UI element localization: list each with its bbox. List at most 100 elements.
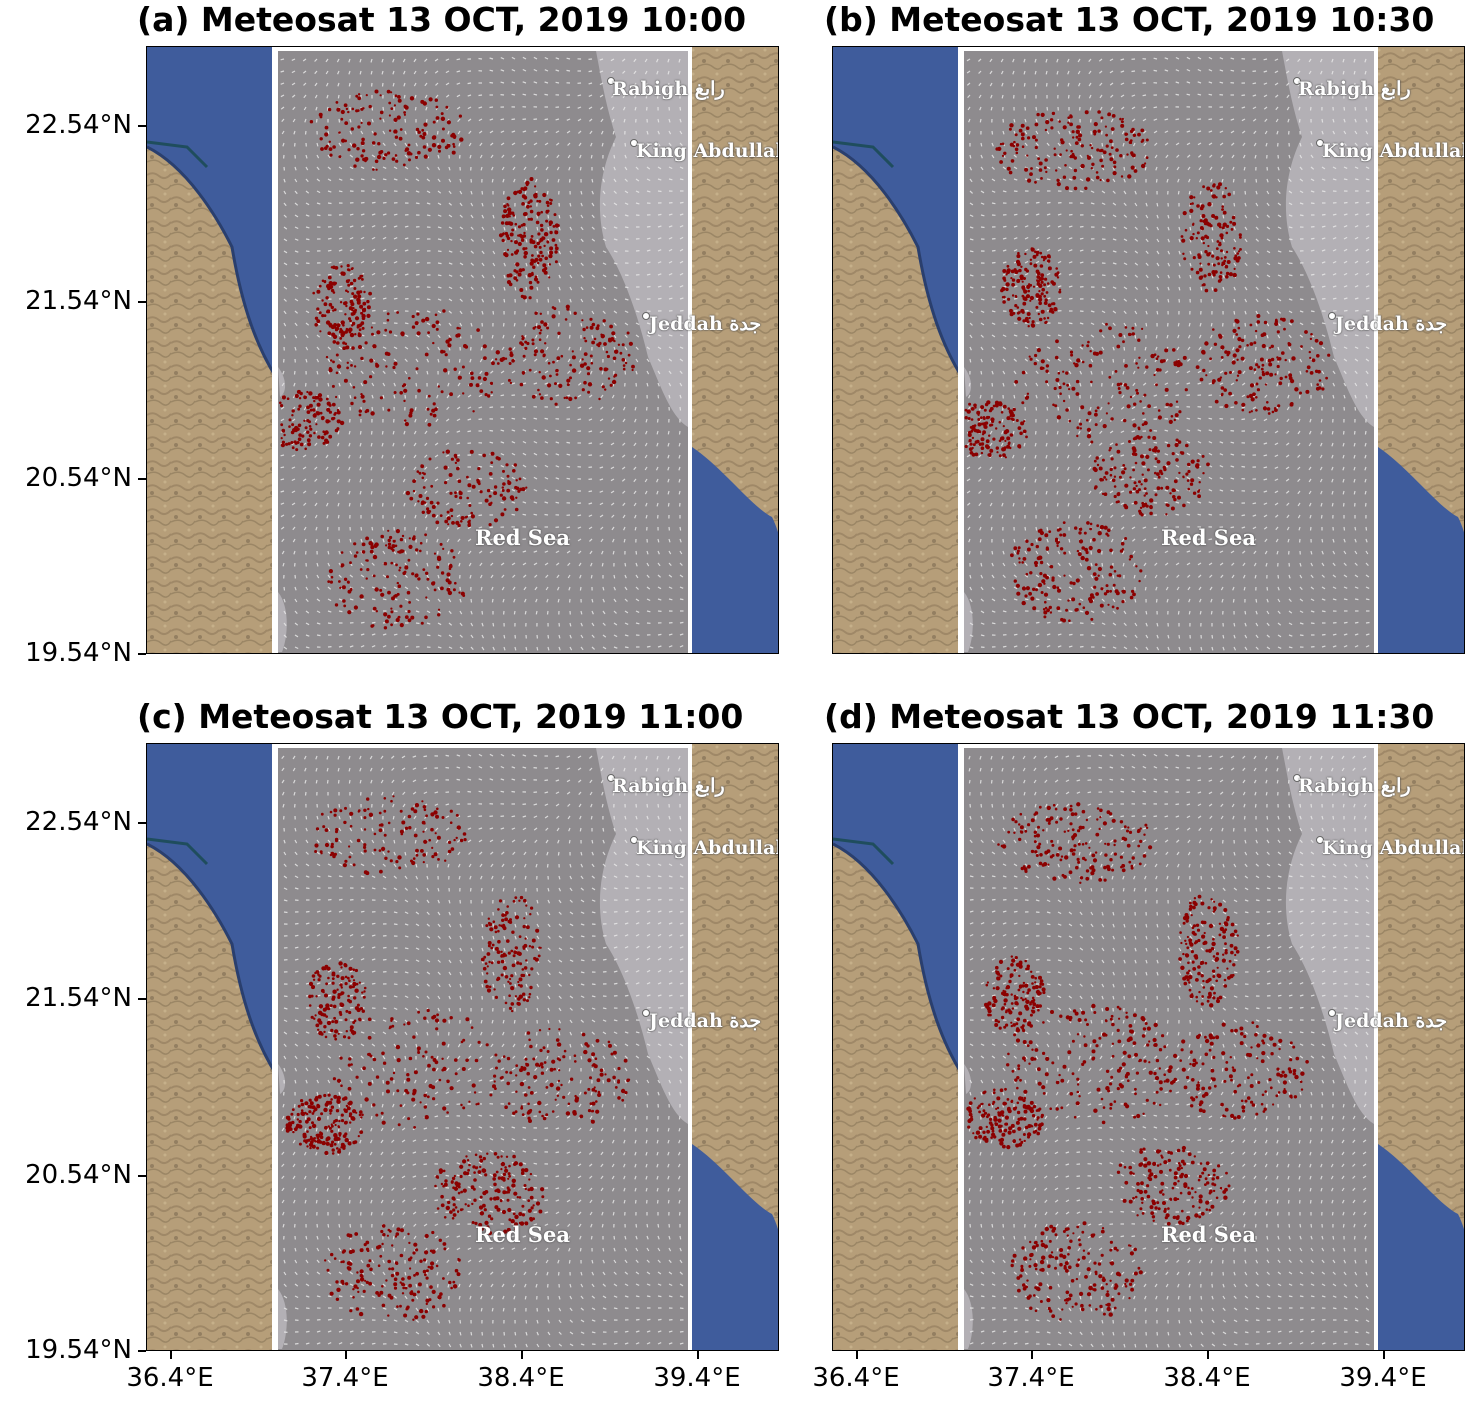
place-marker bbox=[1316, 836, 1324, 844]
place-label-jeddah: Jeddah جدة bbox=[1335, 313, 1448, 335]
map-area: Rabigh رابغ King Abdullah Jeddah جدة Red Se… bbox=[146, 743, 779, 1351]
lon-tick bbox=[170, 1351, 172, 1359]
lat-tick-label: 21.54°N bbox=[25, 286, 132, 316]
place-label-rabigh: Rabigh رابغ bbox=[612, 78, 725, 100]
map-area: Rabigh رابغ King Abdullah Jeddah جدة Red Se… bbox=[146, 46, 779, 654]
left-satellite-sea bbox=[833, 47, 962, 377]
place-label-king-abdullah: King Abdullah bbox=[1322, 140, 1465, 162]
east-coast-land-mask bbox=[1282, 748, 1374, 1124]
right-satellite-sea bbox=[692, 447, 778, 653]
lat-tick bbox=[138, 1175, 146, 1177]
sea-label-red-sea: Red Sea bbox=[475, 525, 570, 550]
current-vector-field bbox=[281, 753, 684, 1348]
place-marker bbox=[607, 774, 615, 782]
lat-tick-label: 19.54°N bbox=[25, 1335, 132, 1365]
place-label-jeddah: Jeddah جدة bbox=[649, 1010, 762, 1032]
current-vector-field bbox=[966, 56, 1370, 651]
left-coastline bbox=[833, 842, 964, 1075]
lat-tick-label: 19.54°N bbox=[25, 638, 132, 668]
place-marker bbox=[630, 836, 638, 844]
map-panel-b: (b) Meteosat 13 OCT, 2019 10:30 Rabigh را… bbox=[686, 0, 1465, 700]
domain-boundary-left bbox=[958, 47, 964, 653]
place-marker bbox=[630, 139, 638, 147]
lat-tick bbox=[138, 478, 146, 480]
domain-boundary-right bbox=[1372, 47, 1378, 653]
lon-tick-label: 39.4°E bbox=[1339, 1363, 1427, 1393]
place-marker bbox=[1293, 774, 1301, 782]
current-vector-field bbox=[280, 56, 684, 651]
place-marker bbox=[642, 312, 650, 320]
place-label-rabigh: Rabigh رابغ bbox=[612, 775, 725, 797]
place-marker bbox=[1293, 77, 1301, 85]
left-coastline bbox=[833, 145, 964, 378]
place-label-king-abdullah: King Abdullah bbox=[636, 837, 779, 859]
lat-tick bbox=[138, 822, 146, 824]
left-coastline bbox=[147, 145, 278, 378]
place-label-king-abdullah: King Abdullah bbox=[636, 140, 779, 162]
lat-tick bbox=[138, 998, 146, 1000]
east-coast-land-mask bbox=[596, 51, 688, 427]
place-label-jeddah: Jeddah جدة bbox=[649, 313, 762, 335]
lat-tick bbox=[138, 301, 146, 303]
oil-detection-points bbox=[279, 89, 635, 630]
right-satellite-sea bbox=[1378, 447, 1464, 653]
domain-boundary-right bbox=[1372, 744, 1378, 1350]
place-label-rabigh: Rabigh رابغ bbox=[1298, 775, 1411, 797]
left-coastline bbox=[147, 842, 278, 1075]
map-panel-a: (a) Meteosat 13 OCT, 2019 10:00 Rabigh را… bbox=[0, 0, 779, 700]
left-satellite-sea bbox=[147, 47, 276, 377]
lat-tick bbox=[138, 653, 146, 655]
lon-tick-label: 39.4°E bbox=[653, 1363, 741, 1393]
place-marker bbox=[607, 77, 615, 85]
lon-tick bbox=[697, 1351, 699, 1359]
lon-tick bbox=[1031, 1351, 1033, 1359]
east-coast-land-mask bbox=[596, 748, 688, 1124]
panel-title: (d) Meteosat 13 OCT, 2019 11:30 bbox=[824, 697, 1435, 736]
lon-tick-label: 36.4°E bbox=[812, 1363, 900, 1393]
place-label-rabigh: Rabigh رابغ bbox=[1298, 78, 1411, 100]
lon-tick bbox=[856, 1351, 858, 1359]
lat-tick-label: 20.54°N bbox=[25, 463, 132, 493]
panel-title: (a) Meteosat 13 OCT, 2019 10:00 bbox=[137, 0, 747, 39]
lon-tick bbox=[1207, 1351, 1209, 1359]
current-vector-field bbox=[968, 753, 1370, 1348]
lon-tick-label: 37.4°E bbox=[301, 1363, 389, 1393]
lon-tick-label: 38.4°E bbox=[1163, 1363, 1251, 1393]
lat-tick-label: 20.54°N bbox=[25, 1160, 132, 1190]
left-satellite-sea bbox=[147, 744, 276, 1074]
place-marker bbox=[1316, 139, 1324, 147]
right-satellite-sea bbox=[1378, 1144, 1464, 1350]
domain-boundary-left bbox=[958, 744, 964, 1350]
map-panel-d: (d) Meteosat 13 OCT, 2019 11:30 Rabigh را… bbox=[686, 697, 1465, 1397]
place-label-jeddah: Jeddah جدة bbox=[1335, 1010, 1448, 1032]
sea-label-red-sea: Red Sea bbox=[1161, 525, 1256, 550]
lat-tick-label: 21.54°N bbox=[25, 983, 132, 1013]
left-satellite-sea bbox=[833, 744, 962, 1074]
place-marker bbox=[1328, 1009, 1336, 1017]
lon-tick-label: 37.4°E bbox=[987, 1363, 1075, 1393]
lat-tick-label: 22.54°N bbox=[25, 110, 132, 140]
place-marker bbox=[642, 1009, 650, 1017]
right-satellite-sea bbox=[692, 1144, 778, 1350]
lat-tick-label: 22.54°N bbox=[25, 807, 132, 837]
sea-label-red-sea: Red Sea bbox=[1161, 1222, 1256, 1247]
panel-title: (c) Meteosat 13 OCT, 2019 11:00 bbox=[137, 697, 744, 736]
lat-tick bbox=[138, 1350, 146, 1352]
map-panel-c: (c) Meteosat 13 OCT, 2019 11:00 Rabigh را… bbox=[0, 697, 779, 1397]
map-area: Rabigh رابغ King Abdullah Jeddah جدة Red Se… bbox=[832, 46, 1465, 654]
lon-tick bbox=[1383, 1351, 1385, 1359]
map-area: Rabigh رابغ King Abdullah Jeddah جدة Red Se… bbox=[832, 743, 1465, 1351]
place-label-king-abdullah: King Abdullah bbox=[1322, 837, 1465, 859]
oil-detection-points bbox=[966, 802, 1309, 1321]
lon-tick bbox=[521, 1351, 523, 1359]
lat-tick bbox=[138, 125, 146, 127]
domain-boundary-right bbox=[686, 47, 692, 653]
east-coast-land-mask bbox=[1282, 51, 1374, 427]
domain-boundary-left bbox=[272, 744, 278, 1350]
domain-boundary-left bbox=[272, 47, 278, 653]
lon-tick-label: 38.4°E bbox=[477, 1363, 565, 1393]
place-marker bbox=[1328, 312, 1336, 320]
panel-title: (b) Meteosat 13 OCT, 2019 10:30 bbox=[824, 0, 1435, 39]
lon-tick bbox=[345, 1351, 347, 1359]
oil-detection-points bbox=[285, 795, 631, 1321]
